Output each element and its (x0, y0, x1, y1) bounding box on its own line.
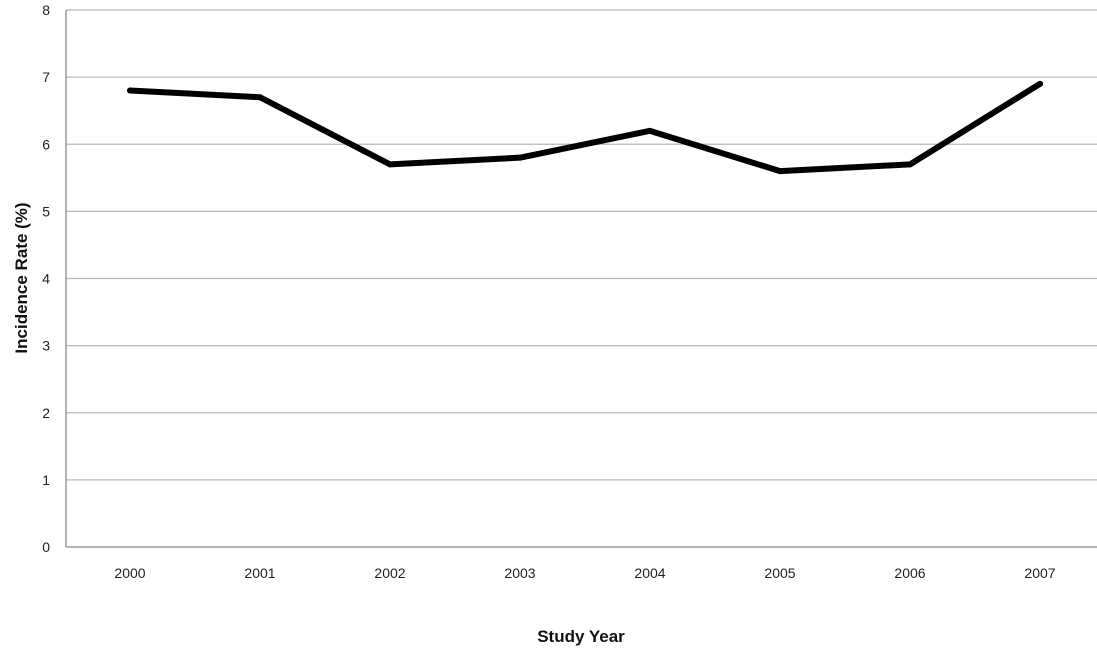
data-point (517, 154, 523, 161)
y-tick-label: 1 (42, 472, 50, 488)
y-tick-label: 7 (42, 69, 50, 85)
data-point (127, 87, 133, 94)
x-tick-labels: 2000 2001 2002 2003 2004 2005 2006 2007 (114, 565, 1055, 581)
x-tick-label: 2000 (114, 565, 145, 581)
y-tick-label: 4 (42, 271, 50, 287)
data-point (907, 161, 913, 168)
x-tick-label: 2004 (634, 565, 665, 581)
y-tick-label: 2 (42, 405, 50, 421)
y-tick-label: 3 (42, 338, 50, 354)
data-point (387, 161, 393, 168)
x-tick-label: 2005 (764, 565, 795, 581)
y-tick-label: 8 (42, 2, 50, 18)
axes (65, 10, 1097, 548)
data-point (647, 127, 653, 134)
x-tick-label: 2003 (504, 565, 535, 581)
data-point (257, 94, 263, 101)
y-tick-label: 5 (42, 203, 50, 219)
y-tick-label: 6 (42, 136, 50, 152)
y-tick-labels: 0 1 2 3 4 5 6 7 8 (42, 2, 50, 555)
gridlines (66, 9, 1097, 481)
x-tick-label: 2002 (374, 565, 405, 581)
data-point (1037, 80, 1043, 87)
y-axis-title: Incidence Rate (%) (12, 202, 31, 353)
y-tick-label: 0 (42, 539, 50, 555)
data-point (777, 168, 783, 175)
x-axis-title: Study Year (537, 627, 625, 646)
x-tick-label: 2001 (244, 565, 275, 581)
x-tick-label: 2006 (894, 565, 925, 581)
x-tick-label: 2007 (1024, 565, 1055, 581)
series (127, 80, 1043, 175)
series-line (127, 80, 1043, 175)
